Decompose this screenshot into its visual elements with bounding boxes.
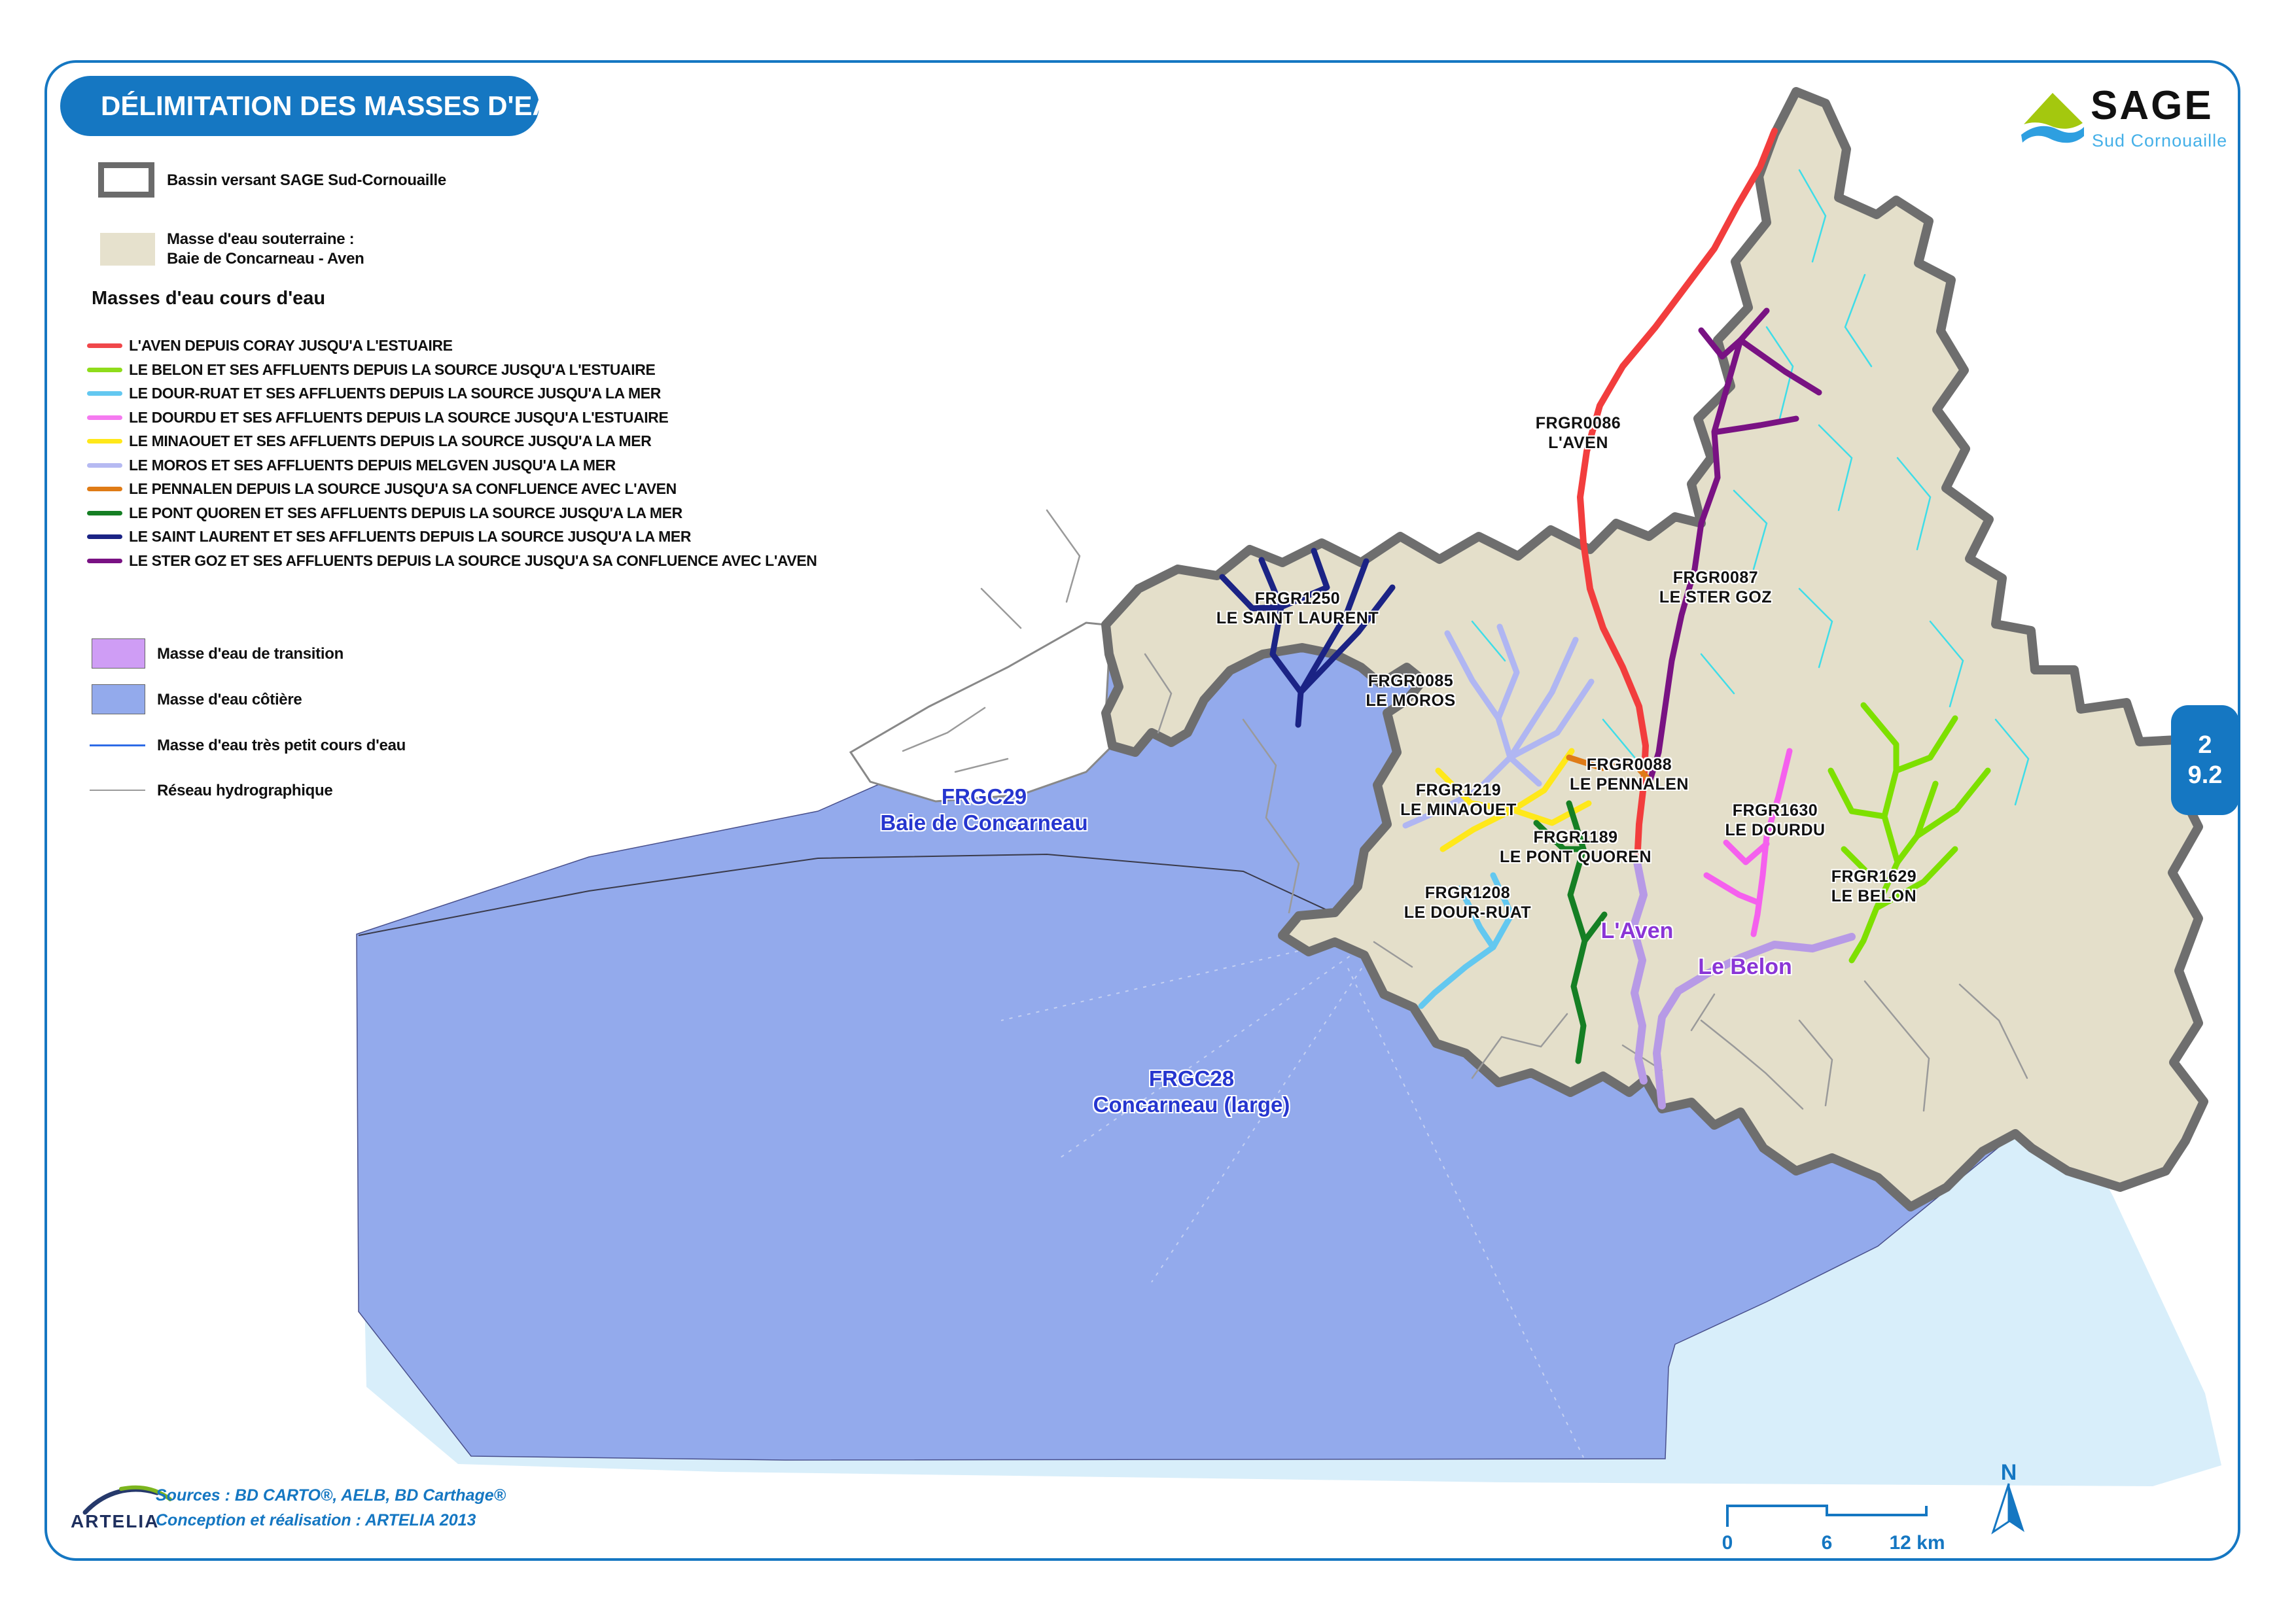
legend-hydro-network-swatch	[90, 790, 145, 791]
estuary-belon	[1653, 933, 1856, 1109]
river-label: LE SAINT LAURENT ET SES AFFLUENTS DEPUIS…	[129, 527, 692, 545]
scale-tick-0: 0	[1722, 1532, 1733, 1554]
scale-tick-6: 6	[1821, 1532, 1833, 1554]
river-color-swatch	[87, 391, 122, 396]
badge-line2: 9.2	[2187, 761, 2223, 789]
river-color-swatch	[87, 510, 122, 515]
page-number-badge: 2 9.2	[2171, 705, 2239, 815]
river-label: LE STER GOZ ET SES AFFLUENTS DEPUIS LA S…	[129, 551, 817, 569]
river-aven	[1577, 128, 1778, 865]
river-label: L'AVEN DEPUIS CORAY JUSQU'A L'ESTUAIRE	[129, 336, 453, 354]
outside-basin-peninsula	[849, 621, 1114, 803]
river-color-swatch	[87, 343, 122, 348]
legend-river-row: LE STER GOZ ET SES AFFLUENTS DEPUIS LA S…	[87, 551, 817, 570]
river-minaouet	[1435, 748, 1592, 852]
map-label-belon-estuary: Le Belon	[1698, 954, 1792, 979]
legend-transition-swatch	[92, 638, 145, 669]
map-label-frgr1189: FRGR1189 LE PONT QUOREN	[1499, 828, 1652, 866]
legend-transition-label: Masse d'eau de transition	[157, 645, 344, 663]
map-label-frgr1629: FRGR1629 LE BELON	[1831, 867, 1917, 905]
river-color-swatch	[87, 367, 122, 372]
river-label: LE MOROS ET SES AFFLUENTS DEPUIS MELGVEN…	[129, 456, 616, 474]
river-color-swatch	[87, 558, 122, 563]
hydro-network-lines	[902, 509, 2028, 1112]
legend-river-row: LE PONT QUOREN ET SES AFFLUENTS DEPUIS L…	[87, 504, 682, 522]
map-label-frgr1250: FRGR1250 LE SAINT LAURENT	[1216, 589, 1379, 627]
river-saint-laurent	[1219, 548, 1396, 728]
legend-coastal-label: Masse d'eau côtière	[157, 691, 302, 708]
map-label-frgc29: FRGC29 Baie de Concarneau	[880, 784, 1088, 835]
legend-river-row: LE MINAOUET ET SES AFFLUENTS DEPUIS LA S…	[87, 432, 652, 450]
legend-hydro-network-label: Réseau hydrographique	[157, 782, 333, 799]
sage-mountain-wave-icon	[2021, 93, 2084, 143]
small-stream-lines	[1471, 169, 2030, 806]
river-label: LE DOURDU ET SES AFFLUENTS DEPUIS LA SOU…	[129, 408, 669, 426]
legend-basin-swatch	[98, 162, 154, 198]
scale-tick-12: 12 km	[1889, 1532, 1945, 1554]
river-dourdu	[1703, 748, 1793, 937]
map-label-aven-estuary: L'Aven	[1600, 918, 1674, 943]
map-label-frgc28: FRGC28 Concarneau (large)	[1093, 1066, 1290, 1117]
map-label-frgr1219: FRGR1219 LE MINAOUET	[1400, 781, 1517, 819]
river-label: LE DOUR-RUAT ET SES AFFLUENTS DEPUIS LA …	[129, 384, 661, 402]
sources-line-1: Sources : BD CARTO®, AELB, BD Carthage®	[156, 1486, 506, 1505]
map-label-frgr0087: FRGR0087 LE STER GOZ	[1659, 568, 1773, 606]
river-label: LE PONT QUOREN ET SES AFFLUENTS DEPUIS L…	[129, 504, 682, 521]
scale-bar	[1726, 1505, 1928, 1527]
page-frame	[44, 60, 2240, 1561]
map-label-frgr0085: FRGR0085 LE MOROS	[1366, 672, 1456, 710]
north-label: N	[2000, 1460, 2017, 1485]
legend-river-row: LE DOURDU ET SES AFFLUENTS DEPUIS LA SOU…	[87, 408, 669, 427]
page-title: DÉLIMITATION DES MASSES D'EAU	[60, 76, 572, 136]
river-ster-goz	[1647, 307, 1822, 783]
estuary-aven	[1629, 858, 1648, 1085]
artelia-logo-icon	[82, 1485, 172, 1515]
river-color-swatch	[87, 438, 122, 444]
artelia-logo-text: ARTELIA	[71, 1511, 160, 1531]
river-dour-ruat	[1418, 872, 1515, 1009]
sage-logo: SAGE Sud Cornouaille	[2019, 77, 2234, 169]
legend-small-stream-swatch	[90, 744, 145, 746]
map-label-frgr1630: FRGR1630 LE DOURDU	[1725, 801, 1826, 839]
river-color-swatch	[87, 415, 122, 420]
map-label-frgr1208: FRGR1208 LE DOUR-RUAT	[1404, 884, 1532, 922]
river-pennalen	[1566, 754, 1652, 783]
legend-river-row: LE MOROS ET SES AFFLUENTS DEPUIS MELGVEN…	[87, 456, 616, 474]
legend-rivers-header: Masses d'eau cours d'eau	[92, 288, 326, 309]
legend-small-stream-label: Masse d'eau très petit cours d'eau	[157, 737, 406, 754]
north-arrow-icon	[1991, 1483, 2024, 1535]
legend-river-row: LE DOUR-RUAT ET SES AFFLUENTS DEPUIS LA …	[87, 384, 661, 402]
legend-river-row: L'AVEN DEPUIS CORAY JUSQU'A L'ESTUAIRE	[87, 336, 453, 355]
river-color-swatch	[87, 534, 122, 539]
river-belon	[1828, 702, 1991, 964]
coastal-mass-boundary-line	[358, 853, 1349, 936]
legend-river-row: LE BELON ET SES AFFLUENTS DEPUIS LA SOUR…	[87, 360, 656, 379]
river-label: LE BELON ET SES AFFLUENTS DEPUIS LA SOUR…	[129, 360, 656, 378]
legend-groundwater-label-2: Baie de Concarneau - Aven	[167, 250, 364, 268]
river-moros	[1402, 623, 1595, 829]
river-pont-quoren	[1533, 800, 1608, 1064]
legend-groundwater-label-1: Masse d'eau souterraine :	[167, 230, 355, 248]
badge-line1: 2	[2198, 731, 2212, 759]
river-label: LE MINAOUET ET SES AFFLUENTS DEPUIS LA S…	[129, 432, 652, 449]
sage-logo-text: SAGE	[2091, 83, 2214, 128]
river-label: LE PENNALEN DEPUIS LA SOURCE JUSQU'A SA …	[129, 479, 677, 497]
map-label-frgr0086: FRGR0086 L'AVEN	[1535, 414, 1621, 452]
basin-polygon	[1101, 87, 2208, 1211]
sage-logo-subtitle: Sud Cornouaille	[2092, 131, 2228, 150]
map-label-frgr0088: FRGR0088 LE PENNALEN	[1570, 756, 1689, 793]
legend-river-row: LE PENNALEN DEPUIS LA SOURCE JUSQU'A SA …	[87, 479, 677, 498]
legend-groundwater-swatch	[100, 233, 155, 266]
river-color-swatch	[87, 462, 122, 468]
legend-coastal-swatch	[92, 684, 145, 714]
sources-line-2: Conception et réalisation : ARTELIA 2013	[156, 1511, 476, 1529]
legend-river-row: LE SAINT LAURENT ET SES AFFLUENTS DEPUIS…	[87, 527, 691, 546]
river-color-swatch	[87, 486, 122, 491]
legend-basin-label: Bassin versant SAGE Sud-Cornouaille	[167, 171, 446, 189]
